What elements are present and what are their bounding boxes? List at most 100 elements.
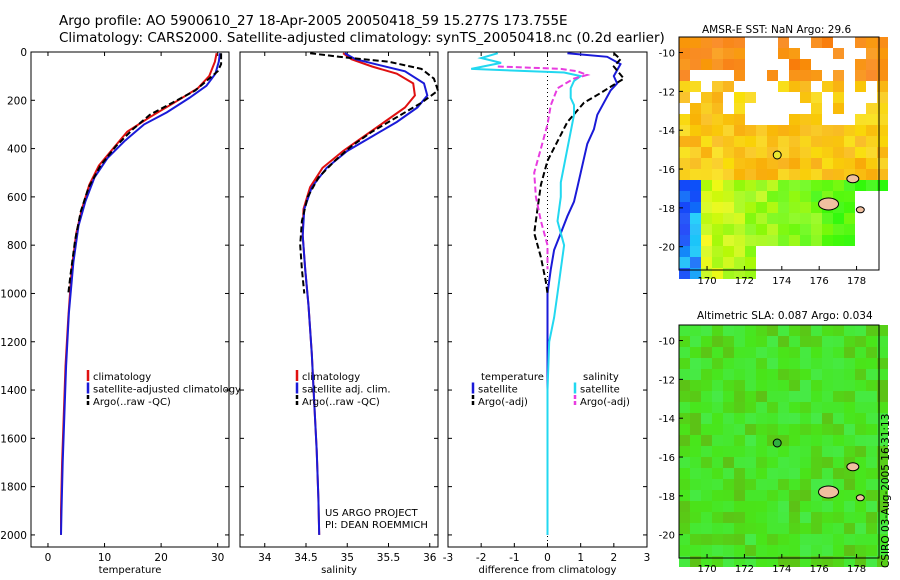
sla-map-cell [701,556,712,567]
sst-map-cell [778,48,789,59]
sla-map-cell [822,446,833,457]
sst-map-xtick-label: 174 [772,276,791,287]
sla-map-cell [866,413,877,424]
sla-map-cell [734,501,745,512]
sla-map-cell [701,424,712,435]
sla-map-cell [800,336,811,347]
sst-map-cell [789,158,800,169]
sst-map-cell [690,213,701,224]
sla-map-cell [723,358,734,369]
sla-map-cell [844,435,855,446]
sla-map-cell [866,369,877,380]
sla-map-cell [800,446,811,457]
difference-series-line [546,52,622,535]
sla-map-cell [789,534,800,545]
sla-map-cell [789,391,800,402]
sst-map-cell [811,136,822,147]
sst-map-cell [701,169,712,180]
sla-map-cell [767,336,778,347]
sla-map-cell [701,347,712,358]
sst-map-ytick-label: -16 [659,165,675,176]
sla-map-cell [723,336,734,347]
sst-map-cell [679,48,690,59]
sst-map-cell [844,224,855,235]
temperature-xtick-label: 20 [154,552,167,564]
sla-map-cell [811,347,822,358]
sst-map-cell [833,158,844,169]
sla-map-cell [756,336,767,347]
sla-map-cell [756,534,767,545]
sla-map-cell [734,556,745,567]
sla-map-cell [745,369,756,380]
sla-map-cell [866,347,877,358]
sla-map-cell [745,391,756,402]
sst-map-cell [745,257,756,268]
sla-map-cell [789,380,800,391]
sla-map-cell [833,413,844,424]
difference-xtick-label: 2 [610,552,617,564]
sla-map-cell [723,523,734,534]
sla-map-cell [723,380,734,391]
sst-map-cell [679,268,690,279]
sla-map-cell [866,534,877,545]
sla-map-cell [712,435,723,446]
sla-map-xtick-label: 176 [810,564,829,575]
sla-map-cell [767,512,778,523]
sla-map-cell [701,336,712,347]
sst-map-cell [866,70,877,81]
sla-map-cell [866,479,877,490]
sla-map-cell [789,446,800,457]
sst-map-cell [789,224,800,235]
sst-map-cell [712,235,723,246]
salinity-legend-label: satellite adj. clim. [302,385,391,396]
sla-map-cell [734,347,745,358]
sla-map-cell [811,402,822,413]
sla-map-cell [767,380,778,391]
sst-map-cell [855,136,866,147]
sla-map-cell [690,347,701,358]
sla-map-cell [712,457,723,468]
sst-map-cell [877,81,888,92]
sla-map-cell [833,391,844,402]
sla-map-cell [723,490,734,501]
sst-map-cell [789,136,800,147]
sla-map-cell [800,545,811,556]
sla-map-cell [789,358,800,369]
sla-map-cell [855,347,866,358]
sla-map-cell [712,490,723,501]
sst-map-cell [833,191,844,202]
sst-map-cell [745,169,756,180]
sla-map-cell [679,369,690,380]
sla-map-cell [877,336,888,347]
sst-map-cell [701,180,712,191]
sla-map-cell [756,380,767,391]
difference-legend-label: Argo(-adj) [580,397,630,408]
sst-map-cell [811,70,822,81]
project-annotation: PI: DEAN ROEMMICH [325,520,428,531]
sst-map-cell [767,169,778,180]
sst-map-cell [866,103,877,114]
sla-map-cell [690,446,701,457]
sla-map-cell [833,435,844,446]
sla-map-cell [734,369,745,380]
sla-map-cell [745,501,756,512]
sst-map-cell [756,169,767,180]
temperature-axes-frame [30,51,230,548]
sla-map-cell [701,534,712,545]
sla-map-cell [822,358,833,369]
sst-map-cell [712,246,723,257]
sst-map-cell [690,268,701,279]
sla-map-cell [723,435,734,446]
depth-tick-label: 1000 [0,288,27,300]
sla-map-cell [745,468,756,479]
sla-map-cell [800,358,811,369]
sst-map-cell [701,125,712,136]
sla-map-cell [822,479,833,490]
island-outline [846,174,860,184]
difference-series-line [533,52,626,294]
sst-map-cell [734,213,745,224]
sst-map-cell [800,169,811,180]
sla-map-cell [712,347,723,358]
sst-map-cell [723,158,734,169]
profile-panels: 0 10 20 30020040060080010001200140016001800… [0,47,650,576]
